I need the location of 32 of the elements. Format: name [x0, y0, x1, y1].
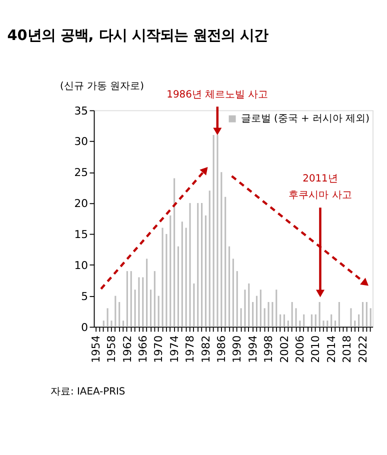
x-tick-label: 2010: [309, 335, 322, 363]
text: 자료: IAEA-PRIS: [50, 386, 126, 398]
x-tick-label: 2014: [324, 335, 338, 363]
y-tick-label: 5: [81, 290, 88, 303]
x-tick-label: 1990: [230, 335, 244, 363]
x-tick-label: 1966: [136, 335, 150, 363]
annotation: 1986년 체르노빌 사고: [166, 90, 268, 101]
x-tick-label: 1982: [199, 335, 212, 363]
y-tick-label: 25: [74, 166, 88, 180]
y-tick-label: 0: [81, 320, 88, 334]
x-tick-label: 2006: [294, 335, 307, 363]
x-tick-label: 1994: [246, 335, 260, 363]
y-tick-label: 15: [74, 228, 88, 242]
y-tick-label: 20: [74, 197, 88, 210]
x-tick-label: 1954: [89, 335, 102, 363]
x-tick-label: 1986: [215, 335, 228, 363]
annotation: 2011년 후쿠시마 사고: [288, 174, 352, 201]
y-tick-label: 35: [74, 104, 88, 118]
x-tick-label: 1998: [262, 335, 276, 363]
x-tick-label: 2022: [356, 335, 370, 363]
x-tick-label: 2018: [340, 335, 354, 363]
x-tick-label: 1962: [120, 335, 134, 363]
y-axis-title: (신규 가동 원자로): [60, 81, 144, 92]
x-tick-label: 1978: [184, 335, 197, 363]
x-tick-label: 1970: [152, 335, 166, 363]
chart-title: 40년의 공백, 다시 시작되는 원전의 시간: [7, 28, 268, 44]
x-tick-label: 1958: [105, 335, 118, 363]
y-tick-label: 30: [74, 135, 88, 148]
y-tick-label: 10: [74, 258, 88, 272]
legend-label: 글로벌 (중국 + 러시아 제외): [240, 114, 370, 125]
x-tick-label: 1974: [168, 335, 181, 363]
x-tick-label: 2002: [278, 335, 291, 363]
